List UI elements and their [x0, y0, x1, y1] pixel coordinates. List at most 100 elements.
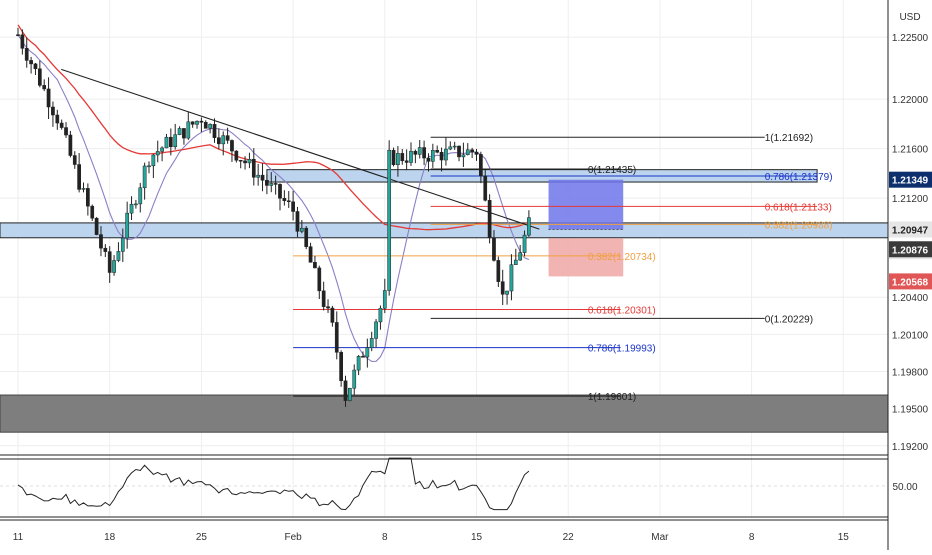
candle-body: [470, 149, 474, 153]
candle-body: [151, 154, 156, 167]
candle-body: [199, 120, 204, 123]
candle-body: [234, 150, 239, 161]
candle-body: [212, 124, 217, 138]
price-tag-box: [889, 241, 932, 258]
fib-label: 0.786(1.19993): [588, 344, 656, 355]
fib-label: 0(1.20229): [765, 314, 813, 325]
time-tick-label: 11: [13, 532, 24, 543]
candle-body: [147, 165, 151, 168]
candle-body: [86, 188, 90, 207]
candle-body: [452, 145, 457, 148]
price-tag-box: [889, 221, 932, 238]
time-tick-label: Mar: [651, 532, 669, 543]
candle-body: [361, 356, 365, 358]
time-axis: 11 18 25 Feb 8 15 22 Mar 8 15: [0, 519, 888, 543]
currency-label: USD: [899, 12, 920, 23]
candle-body: [186, 121, 191, 139]
candle-body: [509, 264, 514, 292]
candle-body: [409, 150, 413, 163]
fib-label: 0.786(1.21379): [765, 172, 833, 183]
candle-body: [217, 137, 221, 145]
candle-body: [24, 48, 29, 61]
candle-body: [68, 134, 73, 156]
fib-label: 0.618(1.21133): [765, 202, 832, 213]
candle-body: [37, 68, 42, 86]
candle-body: [116, 251, 121, 261]
candle-body: [286, 200, 291, 203]
candle-body: [103, 247, 108, 252]
price-tag-label: 1.21349: [892, 176, 929, 187]
candle-body: [479, 154, 483, 177]
rsi-panel: 50.00: [0, 454, 918, 518]
candle-body: [269, 183, 274, 186]
candle-body: [160, 147, 164, 152]
price-tick-label: 1.19200: [892, 442, 929, 453]
time-tick-label: 8: [749, 532, 755, 543]
slow-ma-line: [17, 24, 530, 231]
candle-body: [138, 187, 143, 205]
price-tick-label: 1.19500: [892, 405, 929, 416]
candle-body: [265, 180, 269, 186]
target-zone: [548, 179, 624, 230]
price-tick-label: 1.21600: [892, 145, 929, 156]
candle-body: [500, 281, 505, 295]
candle-body: [20, 34, 25, 49]
moving-averages: [17, 24, 530, 362]
demand-zone: [0, 394, 889, 433]
time-tick-label: 18: [104, 532, 116, 543]
candle-body: [120, 237, 125, 252]
fib-label: 0.618(1.20301): [588, 305, 656, 316]
price-tick-label: 1.19800: [892, 368, 929, 379]
candle-body: [173, 134, 178, 148]
time-tick-label: 25: [196, 532, 208, 543]
candle-body: [439, 151, 444, 161]
candle-body: [29, 60, 33, 65]
candle-body: [225, 135, 230, 141]
price-tag-box: [889, 171, 932, 188]
candle-body: [46, 88, 51, 108]
candle-body: [417, 147, 422, 155]
candle-body: [182, 128, 186, 139]
candle-body: [492, 237, 496, 261]
candle-body: [260, 174, 265, 181]
candle-body: [238, 160, 243, 162]
candle-body: [334, 322, 339, 353]
candle-body: [125, 212, 130, 239]
price-axis: USD 1.22500 1.22000 1.21600 1.21200 1.20400 1…: [887, 0, 932, 550]
time-tick-label: 15: [838, 532, 850, 543]
candle-body: [387, 149, 392, 291]
candle-body: [483, 175, 488, 201]
candle-body: [522, 234, 527, 253]
candle-body: [208, 124, 212, 129]
candle-body: [448, 146, 453, 150]
candle-body: [313, 262, 317, 269]
candle-body: [243, 160, 247, 164]
candle-body: [282, 198, 287, 201]
candle-body: [195, 120, 199, 125]
candle-body: [374, 321, 378, 339]
candle-body: [339, 352, 343, 382]
price-tick-label: 1.22500: [892, 33, 929, 44]
candle-body: [369, 338, 374, 348]
candle-body: [348, 387, 352, 401]
candle-body: [55, 114, 60, 124]
fib-label: 0.382(1.20734): [588, 252, 656, 263]
time-tick-label: 8: [382, 532, 388, 543]
support-zone: [0, 222, 889, 239]
candle-body: [72, 155, 77, 165]
candle-body: [391, 149, 396, 166]
candle-body: [496, 260, 501, 282]
candle-body: [134, 203, 138, 206]
price-tick-label: 1.21200: [892, 194, 929, 205]
candle-body: [291, 201, 295, 212]
candle-body: [330, 307, 335, 323]
candle-body: [273, 183, 278, 185]
candle-body: [33, 63, 38, 70]
candle-body: [221, 135, 226, 145]
candle-body: [317, 267, 322, 292]
candle-body: [435, 150, 440, 153]
candle-body: [326, 306, 330, 309]
candle-body: [112, 260, 116, 273]
